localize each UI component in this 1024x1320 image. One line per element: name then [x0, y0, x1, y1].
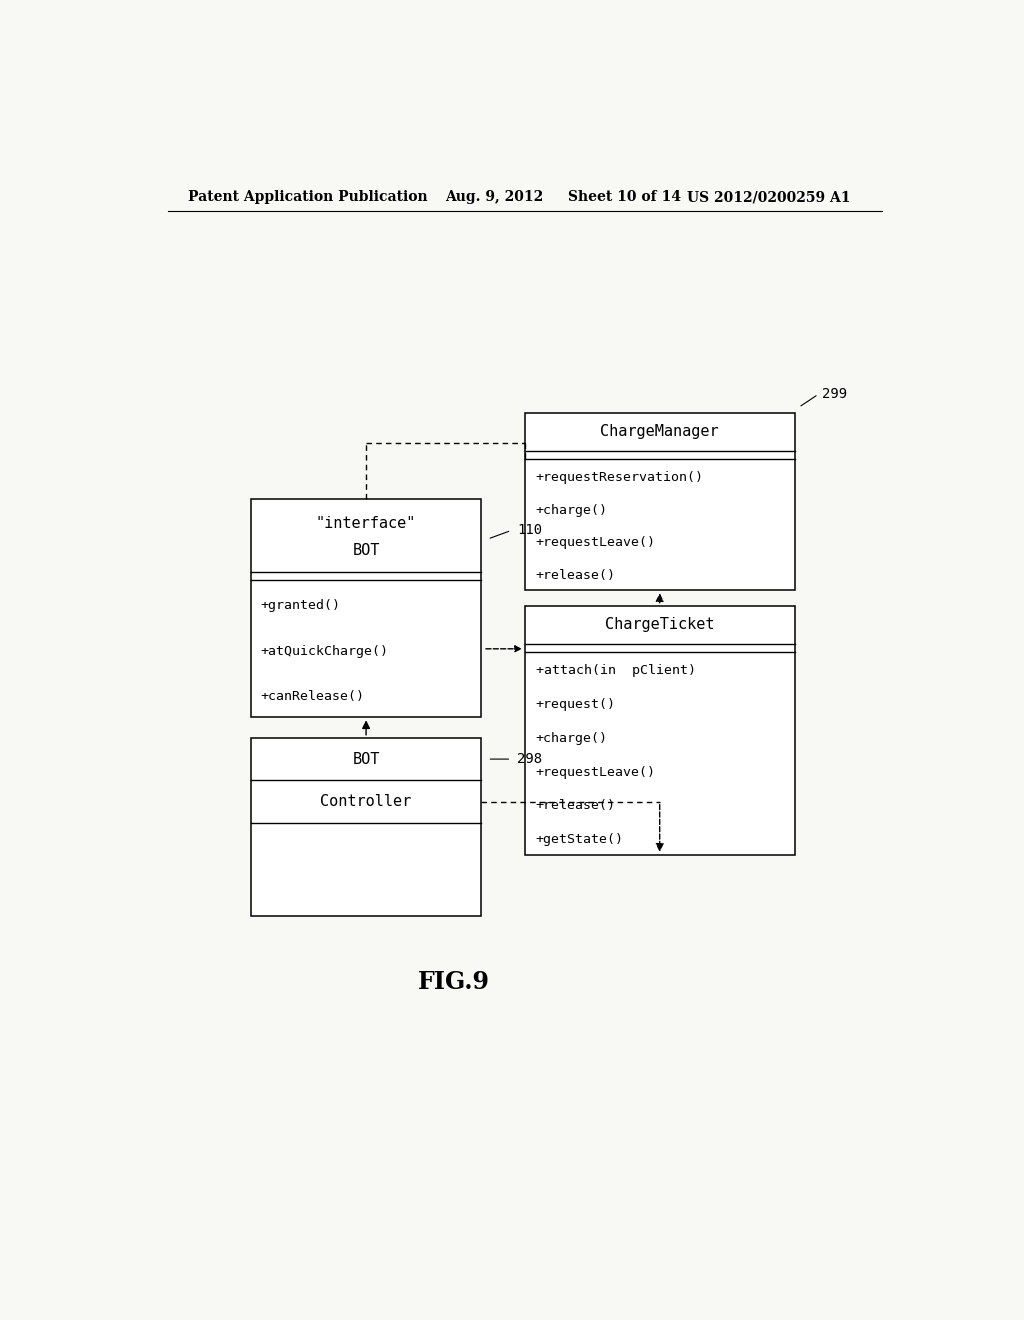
Text: ChargeTicket: ChargeTicket	[605, 618, 715, 632]
Text: +atQuickCharge(): +atQuickCharge()	[260, 644, 388, 657]
Text: +granted(): +granted()	[260, 599, 340, 612]
Text: 110: 110	[517, 524, 542, 537]
Text: FIG.9: FIG.9	[418, 970, 489, 994]
Text: +release(): +release()	[536, 569, 615, 582]
Text: +release(): +release()	[536, 799, 615, 812]
Bar	[251, 499, 481, 718]
Text: US 2012/0200259 A1: US 2012/0200259 A1	[687, 190, 851, 205]
Text: Aug. 9, 2012: Aug. 9, 2012	[445, 190, 544, 205]
Bar	[524, 413, 795, 590]
Text: +charge(): +charge()	[536, 731, 607, 744]
Text: +requestLeave(): +requestLeave()	[536, 536, 655, 549]
Text: +requestReservation(): +requestReservation()	[536, 471, 703, 484]
Text: 298: 298	[517, 752, 542, 766]
Text: BOT: BOT	[352, 751, 380, 767]
Bar	[251, 738, 481, 916]
Text: +requestLeave(): +requestLeave()	[536, 766, 655, 779]
Text: "interface": "interface"	[315, 516, 417, 531]
Text: +attach(in  pClient): +attach(in pClient)	[536, 664, 695, 677]
Text: Sheet 10 of 14: Sheet 10 of 14	[568, 190, 681, 205]
Text: +getState(): +getState()	[536, 833, 624, 846]
Text: 299: 299	[822, 387, 848, 401]
Text: Patent Application Publication: Patent Application Publication	[187, 190, 427, 205]
Bar	[524, 606, 795, 854]
Text: ChargeManager: ChargeManager	[600, 424, 719, 440]
Text: Controller: Controller	[321, 795, 412, 809]
Text: BOT: BOT	[352, 543, 380, 557]
Text: +canRelease(): +canRelease()	[260, 690, 365, 704]
Text: +charge(): +charge()	[536, 503, 607, 516]
Text: +request(): +request()	[536, 698, 615, 711]
